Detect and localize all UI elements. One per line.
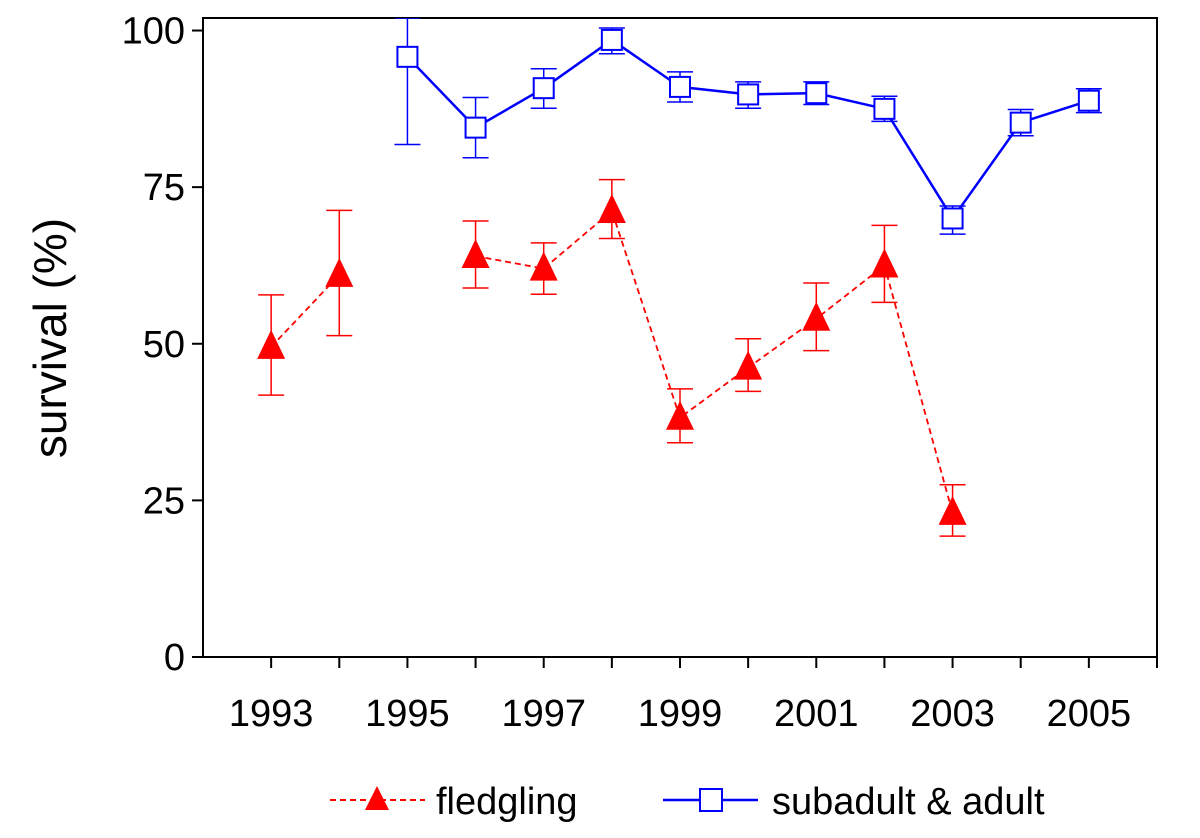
y-tick-label-0: 0	[164, 637, 185, 679]
x-tick-label-2003: 2003	[910, 693, 995, 735]
x-tick-label-1993: 1993	[229, 693, 314, 735]
data-point-subadult-adult-1996	[464, 116, 487, 139]
data-point-subadult-adult-2004	[1009, 111, 1032, 134]
data-point-subadult-adult-1995	[396, 45, 419, 68]
legend-subadult-adult-label: subadult & adult	[772, 781, 1045, 823]
data-point-subadult-adult-1998	[600, 28, 623, 51]
legend-item-fledgling: fledgling	[330, 781, 578, 823]
legend-fledgling-label: fledgling	[436, 781, 578, 823]
data-point-subadult-adult-2005	[1077, 89, 1100, 112]
series-line-fledgling-1	[475, 209, 954, 514]
data-point-subadult-adult-1997	[532, 77, 555, 100]
x-tick-label-2005: 2005	[1047, 693, 1132, 735]
y-tick-label-25: 25	[143, 480, 185, 522]
series-line-fledgling-0	[270, 274, 340, 348]
data-point-fledgling-2000	[734, 350, 763, 380]
y-tick-label-75: 75	[143, 167, 185, 209]
data-point-subadult-adult-1999	[669, 75, 691, 98]
series-layer	[257, 18, 1102, 537]
y-axis-title: survival (%)	[24, 218, 76, 458]
legend-fledgling-marker	[365, 786, 389, 810]
data-point-fledgling-2003	[938, 495, 967, 525]
data-point-fledgling-2001	[802, 301, 831, 331]
data-point-fledgling-1993	[257, 329, 286, 359]
data-point-fledgling-1997	[529, 251, 558, 281]
x-tick-label-1997: 1997	[501, 693, 586, 735]
x-tick-label-1999: 1999	[638, 693, 723, 735]
legend: fledgling subadult & adult	[330, 781, 1045, 823]
series-fledgling	[257, 178, 967, 537]
data-point-subadult-adult-2001	[805, 82, 828, 105]
data-point-subadult-adult-2002	[873, 97, 896, 120]
data-point-fledgling-1999	[666, 400, 694, 430]
x-axis: 1993 1995 1997 1999 2001 2003 2005	[229, 657, 1158, 735]
data-point-fledgling-1994	[325, 257, 354, 287]
x-tick-label-2001: 2001	[774, 693, 859, 735]
data-point-subadult-adult-2000	[737, 83, 760, 106]
data-point-fledgling-1996	[461, 239, 490, 269]
y-tick-label-100: 100	[122, 11, 185, 53]
legend-item-subadult-adult: subadult & adult	[663, 781, 1045, 823]
legend-subadult-adult-marker	[699, 788, 723, 812]
data-point-fledgling-1998	[597, 193, 626, 223]
x-tick-label-1995: 1995	[365, 693, 450, 735]
y-axis: 0 25 50 75 100	[122, 11, 203, 679]
series-line-subadult-adult-0	[406, 38, 1090, 221]
data-point-fledgling-2002	[870, 248, 899, 278]
data-point-subadult-adult-2003	[941, 207, 964, 230]
series-subadult-adult	[394, 18, 1102, 235]
y-tick-label-50: 50	[143, 324, 185, 366]
